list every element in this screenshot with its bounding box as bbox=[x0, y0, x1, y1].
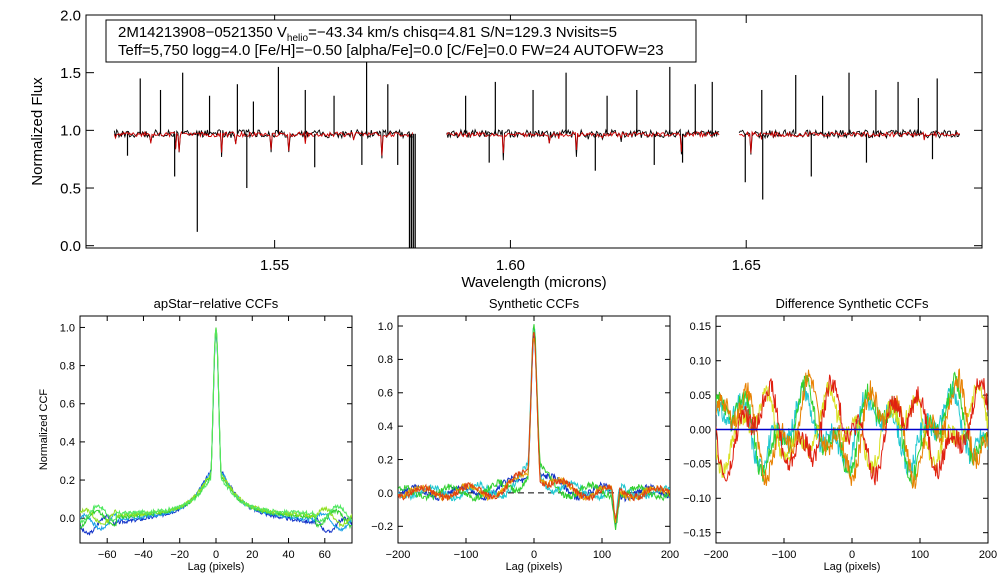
spectrum-ytick-label: 0.0 bbox=[60, 238, 81, 255]
info-vhelio-rest: =−43.34 km/s chisq=4.81 S/N=129.3 Nvisit… bbox=[308, 24, 617, 41]
difference-ccf-xtick-label: −200 bbox=[704, 549, 729, 561]
spectrum-ytick-label: 0.5 bbox=[60, 180, 81, 197]
spectrum-model-line bbox=[113, 130, 414, 156]
synthetic-ccf-ytick-label: 0.4 bbox=[378, 421, 393, 433]
synthetic-ccf-xlabel: Lag (pixels) bbox=[506, 561, 563, 573]
difference-ccf-series-line bbox=[716, 368, 988, 489]
info-vhelio-sub: helio bbox=[287, 33, 309, 44]
synthetic-ccf-axes: −200 −100 0 100 200 −0.2 0.0 0.2 0.4 0.6 0.8 1.0 Syn… bbox=[371, 296, 679, 573]
apstar-ccf-series-line bbox=[80, 331, 352, 532]
apstar-ccf-xtick-label: 40 bbox=[282, 549, 294, 561]
difference-ccf-ytick-label: 0.15 bbox=[690, 321, 711, 333]
difference-ccf-plot-area bbox=[716, 368, 988, 489]
apstar-ccf-ytick-label: 0.2 bbox=[60, 475, 75, 487]
synthetic-ccf-xtick-label: −200 bbox=[386, 549, 411, 561]
synthetic-ccf-frame bbox=[397, 315, 671, 544]
apstar-ccf-axes: −60 −40 −20 0 20 40 60 0.0 0.2 0.4 0.6 0.8 1.0 apStar… bbox=[38, 296, 353, 573]
spectrum-xtick-label: 1.60 bbox=[496, 257, 525, 274]
synthetic-ccf-series-line bbox=[398, 331, 670, 520]
apstar-ccf-plot-area bbox=[80, 327, 352, 536]
difference-ccf-xtick-label: −100 bbox=[772, 549, 797, 561]
difference-ccf-ytick-label: 0.00 bbox=[690, 424, 711, 436]
spectrum-xlabel: Wavelength (microns) bbox=[461, 274, 606, 291]
difference-ccf-axes: −200 −100 0 100 200 −0.15 −0.10 −0.05 0.00 0.05 0.… bbox=[683, 296, 997, 573]
apstar-ccf-xtick-label: −20 bbox=[170, 549, 189, 561]
apstar-ccf-ytick-label: 0.6 bbox=[60, 399, 75, 411]
synthetic-ccf-xtick-label: 200 bbox=[661, 549, 679, 561]
apstar-ccf-xtick-label: −40 bbox=[134, 549, 153, 561]
apstar-ccf-series-line bbox=[80, 328, 352, 525]
difference-ccf-xtick-label: 0 bbox=[849, 549, 855, 561]
spectrum-ytick-label: 1.0 bbox=[60, 123, 81, 140]
difference-ccf-xtick-label: 200 bbox=[979, 549, 997, 561]
spectrum-frame bbox=[85, 14, 983, 249]
spectrum-ytick-label: 2.0 bbox=[60, 7, 81, 24]
synthetic-ccf-xtick-label: −100 bbox=[454, 549, 479, 561]
difference-ccf-ytick-label: 0.05 bbox=[690, 390, 711, 402]
spectrum-plot-area bbox=[113, 58, 960, 248]
synthetic-ccf-xtick-label: 100 bbox=[593, 549, 611, 561]
apstar-ccf-series-line bbox=[80, 327, 352, 530]
apstar-ccf-xlabel: Lag (pixels) bbox=[188, 561, 245, 573]
info-box-line1: 2M14213908−0521350 Vhelio=−43.34 km/s ch… bbox=[118, 24, 617, 44]
spectrum-xtick-label: 1.65 bbox=[732, 257, 761, 274]
synthetic-ccf-ytick-label: 0.0 bbox=[378, 488, 393, 500]
difference-ccf-title: Difference Synthetic CCFs bbox=[776, 296, 929, 311]
info-vhelio-symbol: V bbox=[277, 24, 287, 41]
synthetic-ccf-ytick-label: 0.2 bbox=[378, 454, 393, 466]
apstar-ccf-frame bbox=[79, 315, 353, 544]
apstar-ccf-ytick-label: 0.8 bbox=[60, 360, 75, 372]
difference-ccf-xtick-label: 100 bbox=[911, 549, 929, 561]
difference-ccf-ytick-label: −0.10 bbox=[683, 493, 711, 505]
difference-ccf-ytick-label: 0.10 bbox=[690, 356, 711, 368]
synthetic-ccf-xtick-label: 0 bbox=[531, 549, 537, 561]
spectrum-xtick-label: 1.55 bbox=[260, 257, 289, 274]
difference-ccf-ytick-label: −0.05 bbox=[683, 459, 711, 471]
spectrum-model-line bbox=[738, 130, 960, 154]
synthetic-ccf-title: Synthetic CCFs bbox=[489, 296, 580, 311]
difference-ccf-ytick-label: −0.15 bbox=[683, 528, 711, 540]
spectrum-info-box: 2M14213908−0521350 Vhelio=−43.34 km/s ch… bbox=[105, 19, 697, 63]
spectrum-ytick-label: 1.5 bbox=[60, 65, 81, 82]
synthetic-ccf-ytick-label: −0.2 bbox=[371, 521, 393, 533]
apstar-ccf-xtick-label: −60 bbox=[98, 549, 117, 561]
difference-ccf-xlabel: Lag (pixels) bbox=[824, 561, 881, 573]
info-box-line2: Teff=5,750 logg=4.0 [Fe/H]=−0.50 [alpha/… bbox=[118, 42, 664, 59]
apstar-ccf-xtick-label: 0 bbox=[213, 549, 219, 561]
spectrum-ylabel: Normalized Flux bbox=[29, 77, 46, 186]
spectrum-model-line bbox=[446, 130, 720, 154]
difference-ccf-series-line bbox=[716, 371, 988, 488]
apstar-ccf-ytick-label: 1.0 bbox=[60, 322, 75, 334]
info-star-id: 2M14213908−0521350 bbox=[118, 24, 277, 41]
apstar-ccf-series-line bbox=[80, 328, 352, 528]
difference-ccf-series-line bbox=[716, 374, 988, 486]
apstar-ccf-xtick-label: 60 bbox=[319, 549, 331, 561]
synthetic-ccf-ytick-label: 0.8 bbox=[378, 354, 393, 366]
apstar-ccf-xtick-label: 20 bbox=[246, 549, 258, 561]
apstar-ccf-title: apStar−relative CCFs bbox=[154, 296, 279, 311]
apstar-ccf-series-line bbox=[80, 334, 352, 536]
apstar-ccf-ytick-label: 0.4 bbox=[60, 437, 75, 449]
apstar-ccf-ytick-label: 0.0 bbox=[60, 513, 75, 525]
synthetic-ccf-plot-area bbox=[398, 324, 670, 530]
synthetic-ccf-ytick-label: 0.6 bbox=[378, 388, 393, 400]
synthetic-ccf-ytick-label: 1.0 bbox=[378, 321, 393, 333]
spectrum-axes: 1.55 1.60 1.65 0.0 0.5 1.0 1.5 2.0 Wavelength (m… bbox=[29, 7, 983, 291]
info-box-frame bbox=[105, 19, 697, 63]
difference-ccf-series-line bbox=[716, 380, 988, 476]
apstar-ccf-ylabel: Normalized CCF bbox=[38, 389, 50, 471]
